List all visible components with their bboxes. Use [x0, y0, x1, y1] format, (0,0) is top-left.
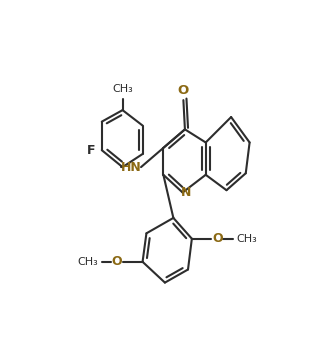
Text: N: N: [180, 186, 191, 199]
Text: CH₃: CH₃: [112, 84, 133, 94]
Text: CH₃: CH₃: [77, 257, 98, 267]
Text: O: O: [112, 255, 123, 268]
Text: O: O: [212, 232, 223, 245]
Text: O: O: [178, 84, 189, 97]
Text: HN: HN: [121, 161, 141, 174]
Text: F: F: [87, 144, 95, 157]
Text: CH₃: CH₃: [236, 234, 257, 244]
